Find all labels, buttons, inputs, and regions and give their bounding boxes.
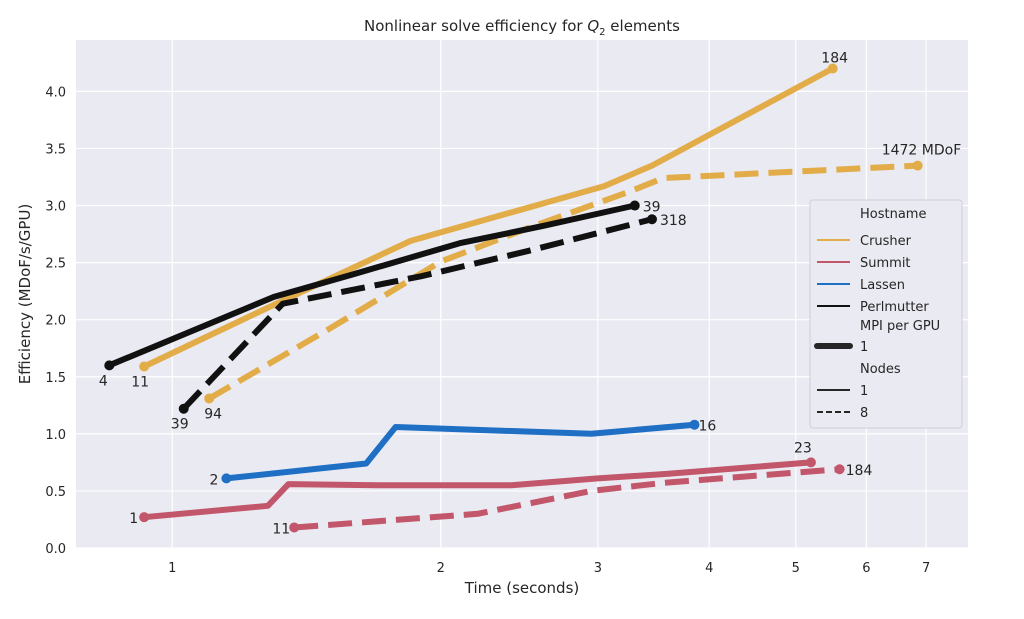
series-end-point <box>834 464 845 475</box>
series-end-point <box>646 214 657 225</box>
x-tick-label: 6 <box>862 561 870 576</box>
series-start-label: 11 <box>131 374 149 390</box>
y-axis-label: Efficiency (MDoF/s/GPU) <box>16 204 34 385</box>
series-end-label: 184 <box>821 51 848 67</box>
legend: Hostname Crusher Summit Lassen Perlmutter M… <box>809 199 963 429</box>
legend-box <box>809 199 963 429</box>
series-end-point <box>629 200 640 211</box>
series-start-point <box>104 360 115 371</box>
series-line-perlmutter-8node <box>181 216 653 411</box>
x-tick-labels: 1 2 3 4 5 6 7 <box>168 561 930 576</box>
series-start-point <box>221 473 232 484</box>
series-line-lassen-1node <box>226 421 695 482</box>
series-start-label: 2 <box>209 472 218 488</box>
y-tick-label: 4.0 <box>45 85 66 100</box>
series-start-label: 94 <box>204 406 222 422</box>
series-end-label: 39 <box>643 200 661 216</box>
x-tick-label: 7 <box>922 561 930 576</box>
legend-title-hostname: Hostname <box>860 207 926 222</box>
series-lines <box>104 63 923 533</box>
series-start-point <box>204 393 215 404</box>
x-tick-label: 4 <box>705 561 713 576</box>
series-end-label: 16 <box>698 419 716 435</box>
series-end-point <box>827 63 838 74</box>
x-tick-label: 2 <box>437 561 445 576</box>
series-start-label: 4 <box>99 373 108 389</box>
legend-title-nodes: Nodes <box>860 362 901 377</box>
legend-host-entries: Crusher Summit Lassen Perlmutter <box>817 234 929 315</box>
y-tick-labels: 0.0 0.5 1.0 1.5 2.0 2.5 3.0 3.5 4.0 <box>45 85 66 557</box>
chart-title-suffix: elements <box>606 17 681 35</box>
legend-title-mpi: MPI per GPU <box>860 319 940 334</box>
series-start-point <box>178 403 189 414</box>
series-start-label: 11 <box>272 521 290 537</box>
y-tick-label: 3.0 <box>45 200 66 215</box>
legend-host-label: Summit <box>860 256 911 271</box>
series-start-label: 39 <box>171 417 189 433</box>
chart-title: Nonlinear solve efficiency for Q2 elemen… <box>364 17 680 38</box>
x-axis-label: Time (seconds) <box>464 579 580 597</box>
series-end-label: 184 <box>846 463 873 479</box>
series-end-label: 1472 MDoF <box>882 143 962 159</box>
series-start-point <box>289 522 300 533</box>
y-tick-label: 1.5 <box>45 371 66 386</box>
y-tick-label: 0.0 <box>45 542 66 557</box>
series-line-crusher-1node <box>142 65 835 370</box>
y-tick-label: 1.0 <box>45 428 66 443</box>
x-tick-label: 5 <box>792 561 800 576</box>
series-line-perlmutter-1node <box>108 202 636 369</box>
series-line-summit-1node <box>143 459 812 521</box>
legend-nodes-1-label: 1 <box>860 384 868 399</box>
legend-host-label: Perlmutter <box>860 300 929 315</box>
x-tick-label: 3 <box>594 561 602 576</box>
series-end-label: 23 <box>794 440 812 456</box>
series-end-point <box>805 457 816 468</box>
legend-host-label: Crusher <box>860 234 912 249</box>
legend-mpi-value: 1 <box>860 340 868 355</box>
series-start-point <box>139 512 150 523</box>
series-start-label: 1 <box>129 511 138 527</box>
y-tick-label: 2.5 <box>45 257 66 272</box>
y-tick-label: 3.5 <box>45 142 66 157</box>
series-start-point <box>139 361 150 372</box>
legend-host-label: Lassen <box>860 278 905 293</box>
series-end-point <box>689 419 700 430</box>
chart-title-sub: 2 <box>599 27 605 38</box>
x-tick-label: 1 <box>168 561 176 576</box>
series-line-summit-8node <box>293 466 840 531</box>
legend-nodes-8-label: 8 <box>860 406 868 421</box>
series-end-label: 318 <box>660 213 687 229</box>
y-tick-label: 2.0 <box>45 314 66 329</box>
chart-title-prefix: Nonlinear solve efficiency for <box>364 17 587 35</box>
chart-title-var: Q <box>587 17 599 35</box>
y-tick-label: 0.5 <box>45 485 66 500</box>
series-end-point <box>912 160 923 171</box>
